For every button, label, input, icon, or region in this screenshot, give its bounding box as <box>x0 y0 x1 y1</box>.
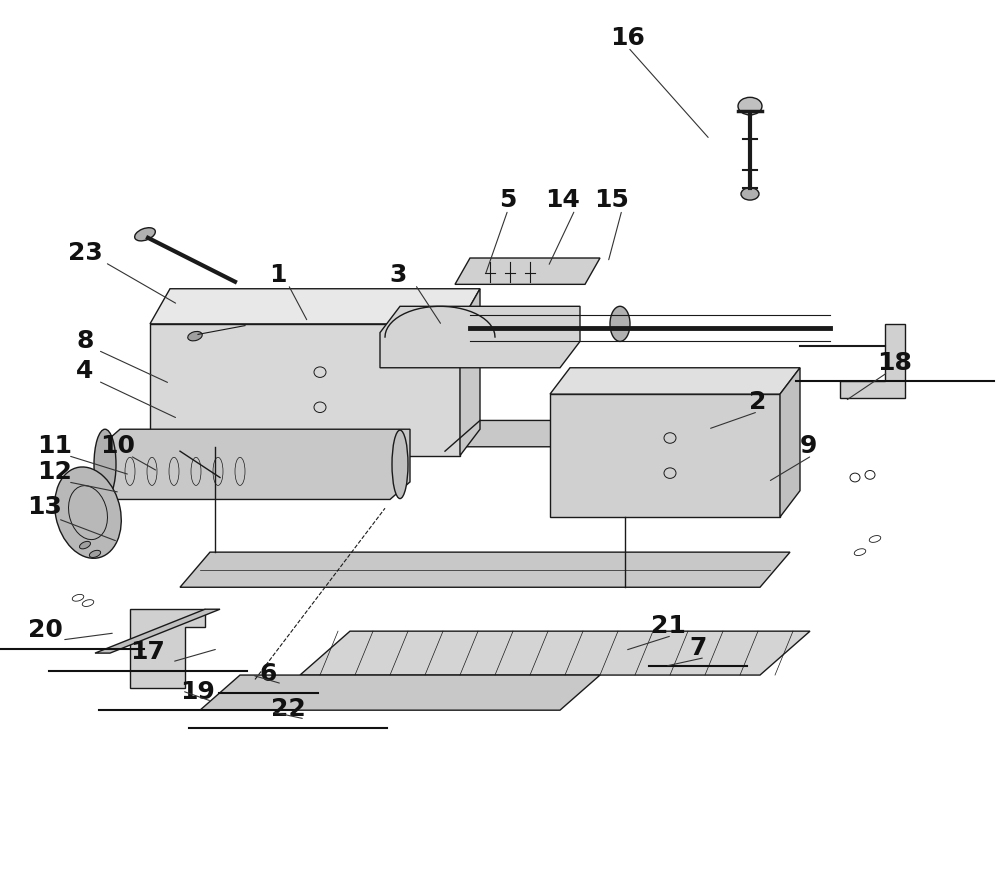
Polygon shape <box>380 307 580 368</box>
Ellipse shape <box>94 430 116 500</box>
Ellipse shape <box>738 98 762 116</box>
Ellipse shape <box>610 307 630 342</box>
Text: 9: 9 <box>799 433 817 458</box>
Text: 20: 20 <box>28 617 62 642</box>
Polygon shape <box>220 421 780 447</box>
Text: 5: 5 <box>499 188 517 212</box>
Polygon shape <box>150 289 480 324</box>
Ellipse shape <box>55 467 121 559</box>
Polygon shape <box>460 289 480 456</box>
Text: 19: 19 <box>181 679 215 703</box>
Text: 21: 21 <box>651 613 685 638</box>
Polygon shape <box>180 553 790 588</box>
Polygon shape <box>300 631 810 675</box>
Text: 11: 11 <box>38 433 72 458</box>
Text: 18: 18 <box>878 350 912 374</box>
Text: 8: 8 <box>76 328 94 353</box>
Text: 3: 3 <box>389 262 407 287</box>
Ellipse shape <box>80 542 90 549</box>
Polygon shape <box>150 324 460 456</box>
Text: 2: 2 <box>749 389 767 414</box>
Text: 23: 23 <box>68 240 102 265</box>
Polygon shape <box>840 324 905 399</box>
Polygon shape <box>100 430 410 500</box>
Text: 16: 16 <box>611 25 645 50</box>
Text: 7: 7 <box>689 635 707 660</box>
Text: 14: 14 <box>546 188 580 212</box>
Text: 6: 6 <box>259 661 277 686</box>
Polygon shape <box>550 395 780 517</box>
Polygon shape <box>95 610 220 653</box>
Text: 1: 1 <box>269 262 287 287</box>
Text: 22: 22 <box>271 696 305 721</box>
Ellipse shape <box>188 332 202 341</box>
Ellipse shape <box>741 189 759 201</box>
Polygon shape <box>130 610 205 688</box>
Polygon shape <box>780 368 800 517</box>
Text: 10: 10 <box>100 433 136 458</box>
Polygon shape <box>550 368 800 395</box>
Polygon shape <box>200 675 600 710</box>
Text: 13: 13 <box>28 495 62 519</box>
Text: 15: 15 <box>595 188 629 212</box>
Text: 17: 17 <box>131 639 165 664</box>
Text: 4: 4 <box>76 359 94 383</box>
Ellipse shape <box>135 228 155 242</box>
Ellipse shape <box>89 551 101 558</box>
Polygon shape <box>455 259 600 285</box>
Ellipse shape <box>392 431 408 499</box>
Text: 12: 12 <box>38 460 72 484</box>
